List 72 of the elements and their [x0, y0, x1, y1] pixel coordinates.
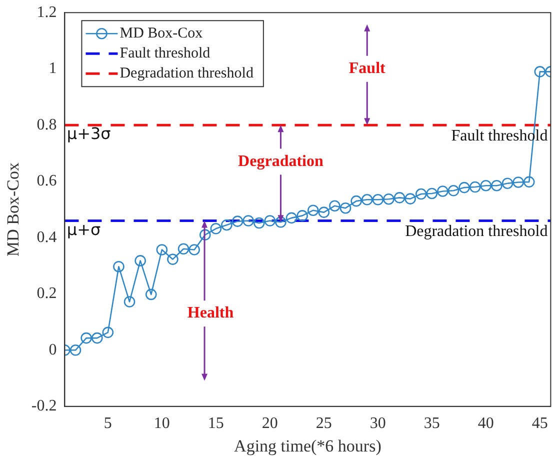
x-tick-label: 30	[370, 415, 386, 432]
point	[275, 216, 286, 228]
point	[210, 222, 222, 234]
point	[167, 254, 178, 265]
y-tick-label: 0.8	[36, 116, 57, 134]
point	[350, 195, 362, 207]
y-tick-label: -0.2	[31, 398, 57, 415]
x-tick-label: 5	[104, 415, 112, 432]
point	[458, 182, 470, 194]
y-axis-title: MD Box-Cox	[4, 162, 23, 256]
point	[491, 180, 502, 192]
x-tick-label: 10	[154, 415, 170, 432]
point	[70, 344, 82, 356]
x-tick-label: 15	[208, 415, 224, 432]
x-tick-label: 20	[262, 415, 278, 432]
x-tick-label: 40	[478, 415, 494, 432]
y-tick-label: 0	[48, 341, 57, 358]
annotation: Fault	[348, 60, 386, 77]
point	[178, 243, 190, 255]
point	[502, 178, 514, 189]
point	[340, 202, 352, 214]
point	[264, 215, 276, 226]
point	[242, 215, 254, 226]
point	[394, 192, 406, 204]
legend-label: MD Box-Cox	[120, 26, 204, 42]
y-tick-label: 1.2	[36, 4, 57, 21]
point	[361, 194, 373, 206]
point	[383, 193, 394, 205]
point	[91, 332, 103, 344]
point	[415, 188, 427, 200]
annotation: Degradation	[238, 152, 324, 170]
point	[307, 204, 319, 216]
legend-label: Degradation threshold	[120, 66, 254, 82]
point	[80, 332, 92, 344]
annotation: Degradation threshold	[405, 223, 548, 240]
y-tick-label: 1	[48, 60, 57, 78]
legend-label: Fault threshold	[120, 46, 211, 62]
annotation: μ+3σ	[66, 124, 111, 144]
point	[134, 255, 146, 266]
point	[404, 193, 416, 204]
point	[523, 176, 535, 188]
point	[232, 216, 244, 227]
point	[437, 186, 448, 197]
point	[448, 185, 460, 196]
annotation: Health	[187, 304, 234, 322]
point	[296, 210, 308, 222]
point	[469, 181, 481, 193]
point	[512, 176, 524, 188]
point	[102, 326, 114, 338]
annotation: μ+σ	[66, 220, 101, 239]
point	[188, 244, 200, 256]
x-tick-label: 45	[532, 415, 548, 432]
point	[113, 260, 124, 272]
point	[199, 229, 211, 240]
point	[221, 219, 232, 231]
point	[156, 244, 168, 256]
point	[318, 206, 330, 218]
point	[534, 66, 546, 78]
y-tick-label: 0.4	[36, 228, 57, 246]
x-tick-label: 35	[424, 415, 440, 432]
x-tick-label: 25	[316, 415, 332, 432]
point	[480, 180, 492, 192]
point	[145, 288, 157, 300]
x-axis-title: Aging time(*6 hours)	[234, 436, 382, 456]
point	[372, 194, 384, 206]
point	[124, 296, 136, 308]
point	[286, 212, 298, 224]
y-tick-label: 0.2	[36, 285, 57, 302]
point	[426, 188, 438, 200]
point	[253, 217, 265, 229]
y-tick-label: 0.6	[36, 172, 57, 190]
point	[329, 200, 340, 212]
